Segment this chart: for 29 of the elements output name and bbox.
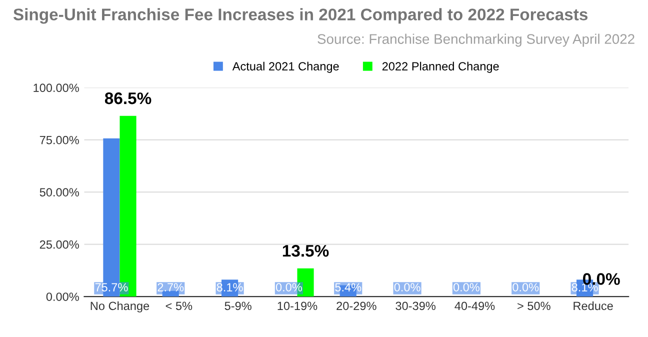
- legend-label: 2022 Planned Change: [382, 62, 499, 73]
- data-label: 8.1%: [216, 283, 243, 292]
- data-label: 75.7%: [95, 283, 128, 292]
- y-tick-label: 50.00%: [40, 188, 79, 196]
- data-label: 0.0%: [583, 273, 620, 285]
- y-tick-label: 75.00%: [40, 136, 79, 144]
- x-tick-label: < 5%: [166, 302, 192, 310]
- x-tick-label: 30-39%: [396, 302, 436, 310]
- y-tick-label: 25.00%: [40, 240, 79, 249]
- legend-label: Actual 2021 Change: [232, 62, 339, 73]
- data-label: 0.0%: [394, 283, 420, 292]
- x-tick-label: 40-49%: [454, 302, 495, 310]
- data-label: 0.0%: [453, 283, 480, 292]
- data-label: 8.1%: [572, 283, 598, 292]
- data-label: 13.5%: [282, 244, 329, 257]
- chart-title: Singe-Unit Franchise Fee Increases in 2021 Compared to 2022 Forecasts: [13, 8, 588, 24]
- x-tick-label: Reduce: [574, 301, 613, 310]
- y-tick-label: 0.00%: [46, 292, 79, 301]
- x-tick-label: 5-9%: [224, 302, 252, 310]
- x-tick-label: > 50%: [518, 302, 550, 310]
- data-label: 5.4%: [335, 283, 362, 292]
- data-label: 2.7%: [158, 283, 184, 292]
- chart-subtitle: Source: Franchise Benchmarking Survey April 2022: [318, 34, 634, 47]
- x-tick-label: No Change: [90, 301, 150, 312]
- data-label: 86.5%: [104, 92, 152, 104]
- x-tick-label: 20-29%: [336, 302, 376, 310]
- y-tick-label: 100.00%: [34, 84, 79, 92]
- data-label: 0.0%: [512, 283, 539, 292]
- x-tick-label: 10-19%: [278, 302, 318, 310]
